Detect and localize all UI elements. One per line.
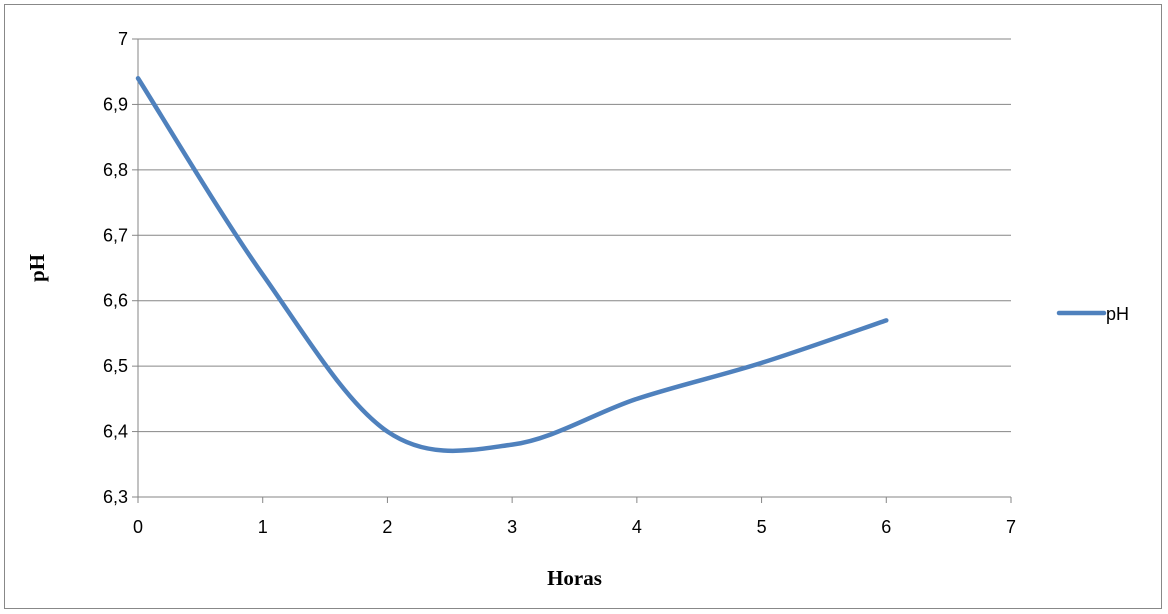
y-tick-label: 7 <box>118 29 128 49</box>
y-tick-label: 6,6 <box>103 291 128 311</box>
x-tick-label: 0 <box>133 517 143 537</box>
x-tick-label: 7 <box>1006 517 1016 537</box>
y-tick-label: 6,3 <box>103 487 128 507</box>
legend: pH <box>1056 304 1129 324</box>
y-tick-label: 6,9 <box>103 94 128 114</box>
legend-label-ph: pH <box>1106 304 1129 324</box>
x-tick-label: 6 <box>881 517 891 537</box>
x-axis-ticks: 0 1 2 3 4 5 6 7 <box>133 497 1016 537</box>
series-line-ph <box>135 76 889 454</box>
axes <box>137 39 1011 498</box>
y-axis-ticks: 6,3 6,4 6,5 6,6 6,7 6,8 6,9 7 <box>103 29 138 507</box>
x-axis-title: Horas <box>547 566 602 590</box>
y-tick-label: 6,5 <box>103 356 128 376</box>
x-tick-label: 2 <box>382 517 392 537</box>
x-tick-label: 3 <box>507 517 517 537</box>
x-tick-label: 4 <box>632 517 642 537</box>
y-tick-label: 6,4 <box>103 422 128 442</box>
y-axis-title: pH <box>25 254 49 282</box>
x-tick-label: 5 <box>757 517 767 537</box>
series-layer <box>135 76 889 454</box>
y-tick-label: 6,8 <box>103 160 128 180</box>
y-tick-label: 6,7 <box>103 225 128 245</box>
x-tick-label: 1 <box>258 517 268 537</box>
gridlines <box>138 38 1011 498</box>
